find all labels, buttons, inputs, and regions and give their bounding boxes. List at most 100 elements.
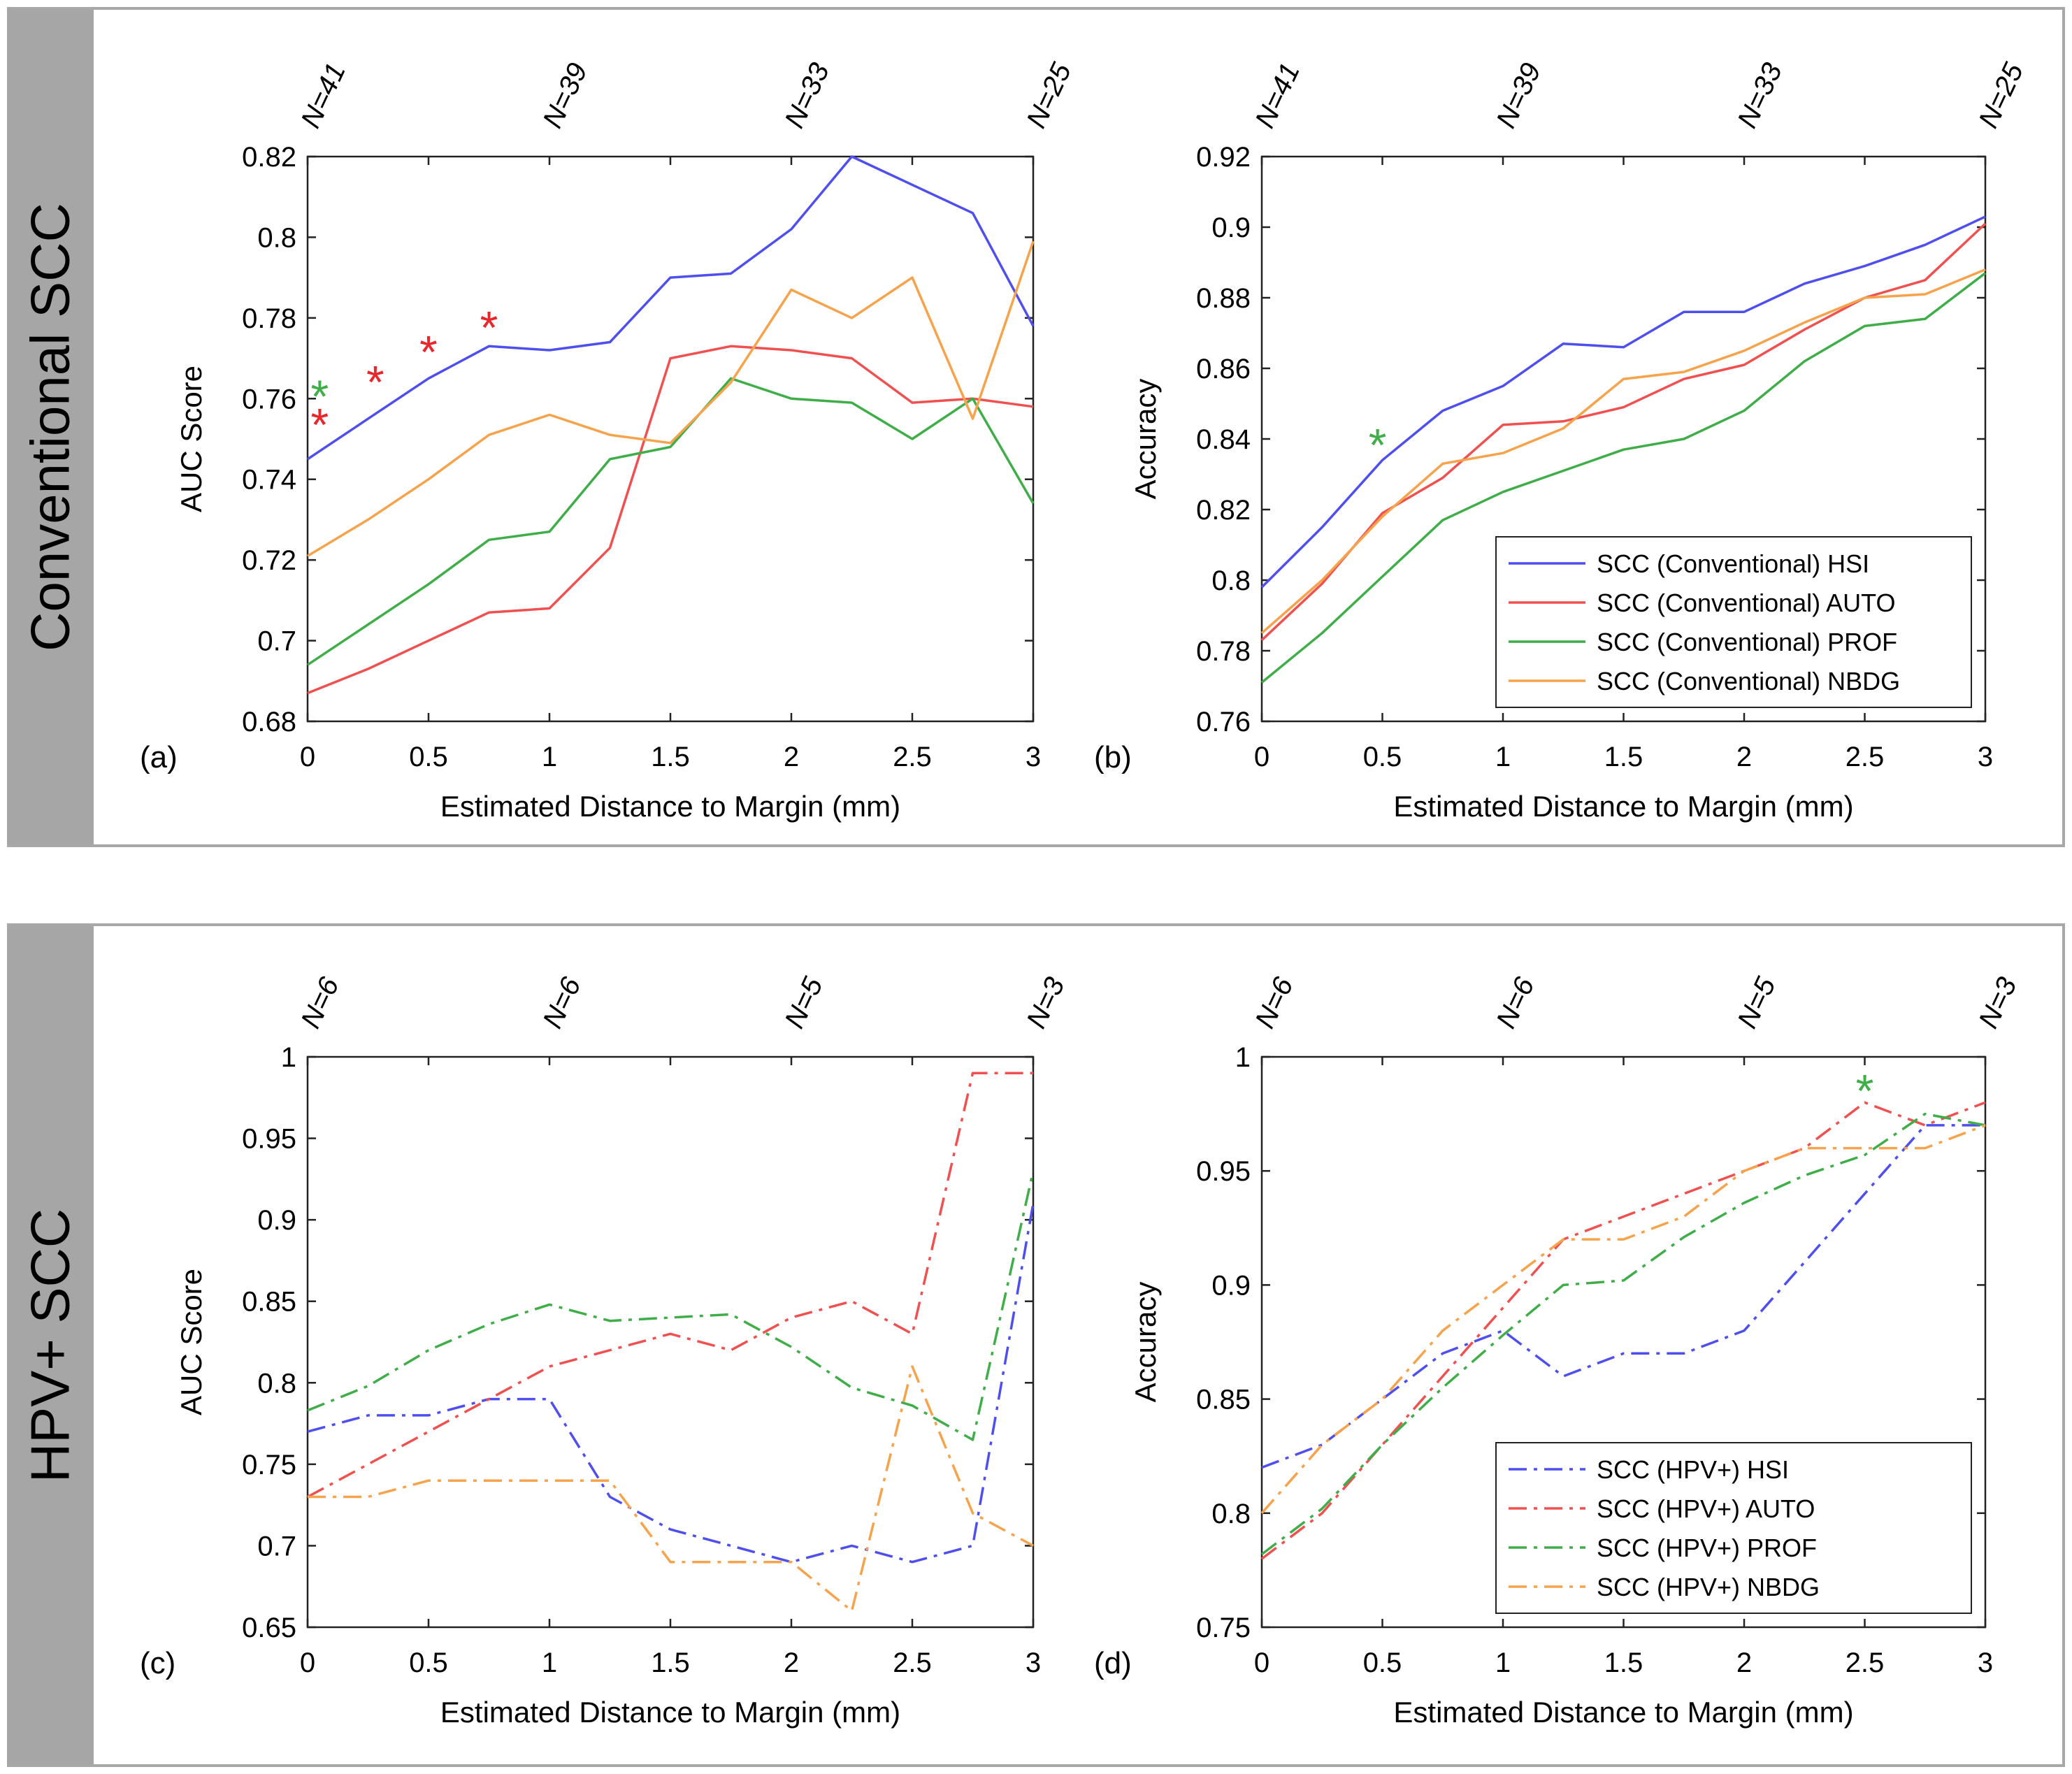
top-n-label: N=5 — [1732, 972, 1782, 1033]
y-tick-label: 0.82 — [1196, 495, 1251, 526]
legend-entry: SCC (HPV+) NBDG — [1597, 1573, 1820, 1601]
legend-entry: SCC (Conventional) PROF — [1597, 628, 1897, 656]
x-axis-label: Estimated Distance to Margin (mm) — [440, 790, 900, 823]
y-tick-label: 0.75 — [1196, 1613, 1251, 1643]
y-tick-label: 0.92 — [1196, 142, 1251, 173]
y-tick-label: 0.8 — [1211, 565, 1251, 596]
series-line-1 — [307, 345, 1034, 695]
x-tick-label: 1.5 — [1604, 1647, 1643, 1678]
significance-marker: * — [310, 370, 329, 422]
x-tick-label: 3 — [1026, 1647, 1041, 1678]
top-n-label: N=41 — [1249, 59, 1306, 133]
x-tick-label: 0.5 — [409, 742, 448, 772]
series-line-2 — [307, 1170, 1035, 1441]
top-n-label: N=25 — [1021, 58, 1077, 133]
legend-entry: SCC (Conventional) NBDG — [1597, 667, 1900, 695]
conventional-scc-band: Conventional SCC — [7, 10, 94, 844]
top-n-label: N=39 — [1490, 59, 1547, 133]
series-line-0 — [307, 155, 1035, 461]
y-tick-label: 0.76 — [1196, 707, 1251, 737]
top-n-label: N=41 — [295, 59, 352, 133]
series-line-2 — [307, 377, 1035, 666]
y-tick-label: 0.65 — [242, 1613, 296, 1643]
y-tick-label: 0.82 — [242, 142, 296, 173]
x-tick-label: 1 — [1495, 742, 1511, 772]
series-line-3 — [1260, 268, 1986, 635]
y-axis-label: Accuracy — [1129, 1282, 1162, 1403]
y-tick-label: 0.72 — [242, 545, 296, 576]
legend-entry: SCC (HPV+) HSI — [1597, 1455, 1789, 1484]
x-tick-label: 2.5 — [893, 742, 932, 772]
top-n-label: N=6 — [1249, 972, 1300, 1033]
chart-b: 0 0.5 1 1.5 2 2.5 3 0.76 0.78 0.8 0.82 0.84 0.86 0.88… — [1094, 58, 2029, 823]
top-n-label: N=33 — [1732, 59, 1788, 133]
x-tick-label: 3 — [1026, 742, 1041, 772]
x-tick-label: 0.5 — [1363, 742, 1402, 772]
x-tick-label: 1 — [542, 742, 557, 772]
chart-d: 0 0.5 1 1.5 2 2.5 3 0.75 0.8 0.85 0.9 0.95 1 N=6 N=6 N=… — [1094, 972, 2023, 1729]
y-axis-label: Accuracy — [1129, 379, 1162, 500]
y-tick-label: 1 — [1235, 1042, 1251, 1073]
top-n-label: N=6 — [295, 972, 345, 1033]
x-tick-label: 0.5 — [409, 1647, 448, 1678]
top-n-label: N=33 — [779, 59, 835, 133]
panel-label: (a) — [140, 740, 178, 774]
x-tick-label: 0 — [1254, 1647, 1269, 1678]
x-tick-label: 0 — [1254, 742, 1269, 772]
y-tick-label: 0.68 — [242, 707, 296, 737]
plot-area — [306, 155, 1035, 723]
series-line-2 — [1260, 272, 1987, 684]
top-n-label: N=3 — [1973, 973, 2022, 1033]
legend-entry: SCC (HPV+) PROF — [1597, 1534, 1817, 1562]
chart-a: 0 0.5 1 1.5 2 2.5 3 0.68 0.7 0.72 0.74 0.76 0.78 0.8 0… — [140, 58, 1077, 823]
x-tick-label: 2 — [1736, 742, 1752, 772]
x-axis-label: Estimated Distance to Margin (mm) — [1393, 790, 1853, 823]
y-tick-label: 0.8 — [257, 1368, 296, 1399]
x-axis-label: Estimated Distance to Margin (mm) — [440, 1696, 900, 1729]
series-line-0 — [1261, 1124, 1985, 1469]
x-tick-label: 1 — [542, 1647, 557, 1678]
y-tick-label: 0.95 — [1196, 1156, 1251, 1187]
x-tick-label: 0 — [300, 742, 315, 772]
y-tick-label: 0.7 — [257, 1531, 296, 1562]
y-tick-label: 0.84 — [1196, 424, 1251, 455]
x-axis-label: Estimated Distance to Margin (mm) — [1393, 1696, 1853, 1729]
chart-c: 0 0.5 1 1.5 2 2.5 3 0.65 0.7 0.75 0.8 0.85 0.9 0.95 1 N… — [140, 972, 1071, 1729]
y-tick-label: 0.78 — [1196, 636, 1251, 667]
y-tick-label: 0.75 — [242, 1450, 296, 1480]
y-tick-label: 0.95 — [242, 1124, 296, 1155]
y-tick-label: 0.85 — [1196, 1385, 1251, 1415]
y-axis-label: AUC Score — [175, 366, 208, 512]
x-tick-label: 3 — [1978, 1647, 1993, 1678]
y-tick-label: 0.78 — [242, 303, 296, 334]
y-tick-label: 0.8 — [257, 222, 296, 253]
legend-box — [1495, 1442, 1972, 1614]
x-tick-label: 2.5 — [1846, 742, 1885, 772]
y-tick-label: 0.86 — [1196, 354, 1251, 384]
series-line-3 — [1260, 1124, 1986, 1514]
x-tick-label: 1 — [1495, 1647, 1511, 1678]
hpv-scc-band: HPV+ SCC — [7, 926, 94, 1764]
y-tick-label: 1 — [281, 1042, 296, 1073]
x-tick-label: 2.5 — [893, 1647, 932, 1678]
x-tick-label: 2.5 — [1846, 1647, 1885, 1678]
top-n-label: N=6 — [537, 972, 587, 1033]
x-tick-label: 1.5 — [651, 742, 690, 772]
x-tick-label: 0 — [300, 1647, 315, 1678]
top-n-label: N=6 — [1490, 972, 1541, 1033]
significance-marker: * — [480, 302, 498, 354]
top-n-label: N=25 — [1973, 58, 2029, 133]
significance-marker: * — [419, 326, 438, 377]
x-tick-label: 2 — [784, 742, 799, 772]
legend-box — [1495, 536, 1972, 708]
legend: SCC (HPV+) HSI SCC (HPV+) AUTO SCC (HPV+) … — [1495, 1442, 1972, 1614]
series-line-3 — [308, 1365, 1034, 1613]
y-axis-label: AUC Score — [175, 1269, 208, 1415]
plot-area — [306, 1055, 1035, 1629]
series-line-0 — [307, 1203, 1035, 1564]
y-tick-label: 0.85 — [242, 1287, 296, 1318]
x-tick-label: 1.5 — [1604, 742, 1643, 772]
significance-marker: * — [310, 398, 329, 450]
y-tick-label: 0.8 — [1211, 1499, 1251, 1529]
